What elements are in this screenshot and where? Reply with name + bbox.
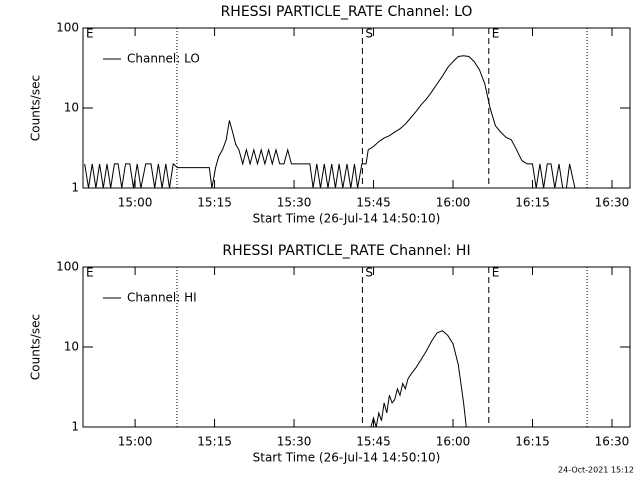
y-tick-label: 100 [56,260,79,274]
x-tick-label: 15:45 [356,435,391,449]
marker-label: E [492,266,500,280]
y-tick-label: 100 [56,21,79,35]
x-axis-label: Start Time (26-Jul-14 14:50:10) [253,451,441,465]
marker-label: E [492,27,500,41]
x-tick-label: 16:15 [515,435,550,449]
y-axis-label: Counts/sec [29,75,43,141]
x-tick-label: 16:00 [436,196,471,210]
chart-title: RHESSI PARTICLE_RATE Channel: LO [221,4,473,20]
legend-label: Channel: HI [127,291,197,305]
marker-label: S [365,27,373,41]
legend-label: Channel: LO [127,52,200,66]
data-line [370,330,467,428]
x-tick-label: 15:15 [197,435,232,449]
x-tick-label: 16:15 [515,196,550,210]
chart-title: RHESSI PARTICLE_RATE Channel: HI [222,243,470,259]
data-line [84,55,615,189]
x-tick-label: 16:30 [595,435,630,449]
marker-label: E [86,27,94,41]
x-tick-label: 15:15 [197,196,232,210]
marker-label: S [365,266,373,280]
y-axis-label: Counts/sec [29,314,43,380]
x-tick-label: 15:45 [356,196,391,210]
x-tick-label: 15:30 [277,196,312,210]
footer: 24-Oct-2021 15:12 [558,466,634,475]
y-tick-label: 1 [71,181,79,195]
x-tick-label: 15:30 [277,435,312,449]
x-tick-label: 15:00 [118,435,153,449]
marker-label: E [86,266,94,280]
x-tick-label: 16:30 [595,196,630,210]
x-tick-label: 15:00 [118,196,153,210]
y-tick-label: 10 [64,101,79,115]
y-tick-label: 1 [71,420,79,434]
x-axis-label: Start Time (26-Jul-14 14:50:10) [253,212,441,226]
y-tick-label: 10 [64,340,79,354]
x-tick-label: 16:00 [436,435,471,449]
